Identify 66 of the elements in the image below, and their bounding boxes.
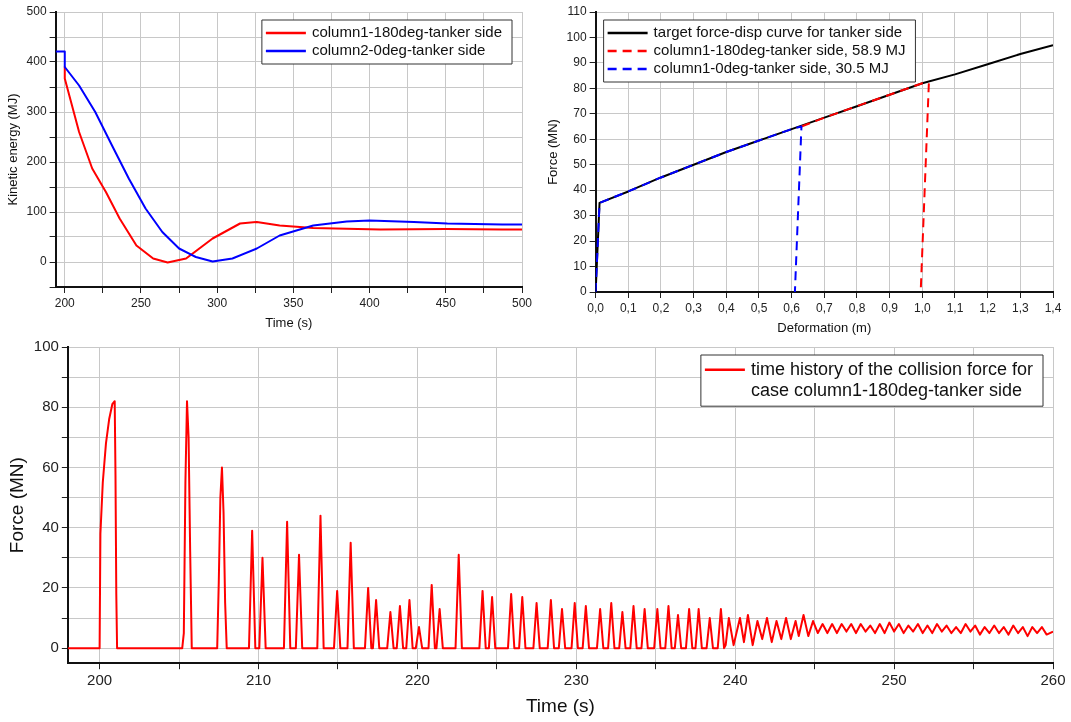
x-tick-label: 450 [435, 295, 457, 310]
y-tick-label: 20 [42, 578, 59, 596]
x-tick-label: 200 [54, 295, 76, 310]
x-tick-label: 0,6 [783, 300, 801, 315]
x-tick-label: 350 [283, 295, 304, 310]
y-tick-label: 100 [33, 337, 59, 355]
x-tick-label: 1,4 [1044, 300, 1062, 315]
x-tick-label: 0,0 [587, 300, 605, 315]
x-tick-label: 0,1 [619, 300, 637, 315]
x-tick-label: 1,0 [913, 300, 931, 315]
x-axis-title: Time (s) [525, 694, 595, 716]
y-tick-label: 60 [573, 131, 587, 146]
y-tick-label: 110 [567, 4, 587, 19]
legend-label: time history of the collision force for case column1-180deg-tanker side [750, 358, 1034, 401]
y-tick-label: 80 [573, 80, 587, 95]
y-tick-label: 70 [573, 106, 587, 121]
x-tick-label: 250 [130, 295, 152, 310]
y-axis-title: Force (MN) [5, 457, 27, 554]
y-tick-label: 200 [26, 154, 47, 169]
x-tick-label: 1,2 [979, 300, 997, 315]
x-tick-label: 400 [359, 295, 380, 310]
y-tick-label: 60 [42, 457, 59, 475]
x-tick-label: 300 [207, 295, 228, 310]
y-tick-label: 0 [50, 638, 59, 656]
y-tick-label: 80 [42, 397, 59, 415]
x-tick-label: 260 [1040, 671, 1066, 689]
legend-label: column1-180deg-tanker side, 58.9 MJ [653, 41, 906, 59]
legend-label: target force-disp curve for tanker side [653, 23, 903, 41]
x-tick-label: 0,4 [717, 300, 735, 315]
x-tick-label: 1,3 [1011, 300, 1029, 315]
x-tick-label: 0,3 [685, 300, 703, 315]
y-tick-label: 20 [573, 233, 587, 248]
legend-label: column1-0deg-tanker side, 30.5 MJ [653, 59, 889, 77]
y-tick-label: 400 [26, 54, 47, 69]
x-tick-label: 200 [87, 671, 113, 689]
x-tick-label: 210 [245, 671, 272, 689]
y-tick-label: 100 [566, 29, 587, 44]
legend-label: column1-180deg-tanker side [311, 23, 503, 41]
y-tick-label: 0 [579, 284, 587, 299]
y-tick-label: 300 [26, 104, 47, 119]
y-tick-label: 40 [42, 517, 59, 535]
y-tick-label: 30 [573, 207, 587, 222]
y-tick-label: 100 [26, 204, 47, 219]
y-tick-label: 10 [573, 258, 587, 273]
y-tick-label: 40 [573, 182, 587, 197]
y-tick-label: 0 [39, 254, 47, 269]
y-tick-label: 90 [573, 55, 587, 70]
x-tick-label: 0,8 [848, 300, 866, 315]
x-tick-label: 500 [511, 295, 533, 310]
y-axis-title: Kinetic energy (MJ) [5, 93, 21, 206]
x-tick-label: 0,7 [815, 300, 833, 315]
x-tick-label: 240 [722, 671, 748, 689]
y-tick-label: 50 [573, 157, 587, 172]
y-tick-label: 500 [26, 4, 47, 19]
x-tick-label: 220 [404, 671, 430, 689]
line-series [595, 125, 803, 292]
x-tick-label: 0,5 [750, 300, 768, 315]
x-axis-title: Deformation (m) [777, 319, 872, 335]
y-axis-title: Force (MN) [545, 119, 561, 185]
x-tick-label: 250 [881, 671, 907, 689]
x-tick-label: 230 [563, 671, 589, 689]
legend-label: column2-0deg-tanker side [311, 41, 486, 59]
x-tick-label: 0,9 [881, 300, 899, 315]
x-tick-label: 1,1 [946, 300, 964, 315]
x-axis-title: Time (s) [265, 314, 313, 330]
x-tick-label: 0,2 [652, 300, 670, 315]
